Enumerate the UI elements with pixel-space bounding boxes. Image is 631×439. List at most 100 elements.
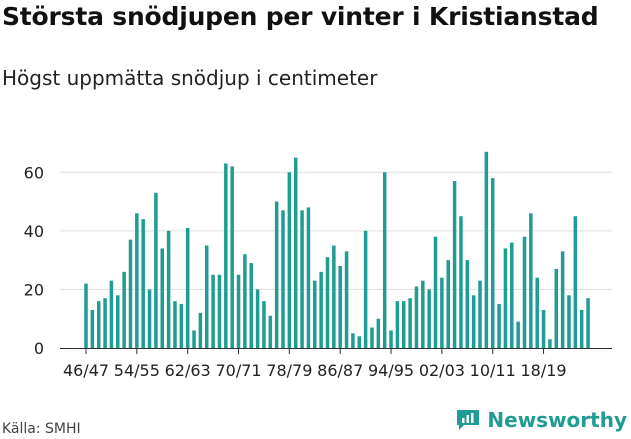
bar-84/85	[325, 257, 330, 348]
x-tick-label: 54/55	[114, 361, 160, 380]
bar-64/65	[198, 312, 203, 348]
bar-51/52	[116, 295, 120, 348]
bar-05/06	[459, 216, 463, 348]
brand-logo: Newsworthy	[455, 408, 627, 432]
bar-12/13	[503, 248, 508, 348]
bar-72/73	[249, 263, 253, 348]
bar-19/20	[548, 339, 552, 348]
bar-47/48	[90, 309, 95, 348]
bar-87/88	[344, 251, 349, 348]
bar-94/95	[389, 330, 393, 348]
y-axis-ticks: 0 20 40 60	[24, 163, 44, 358]
bar-49/50	[103, 298, 107, 348]
x-tick-label: 10/11	[470, 361, 516, 380]
bar-88/89	[351, 333, 355, 348]
x-tick-label: 62/63	[165, 361, 211, 380]
source-note: Källa: SMHI	[2, 421, 81, 437]
bar-85/86	[332, 245, 336, 348]
bar-82/83	[313, 280, 317, 348]
gridlines	[60, 171, 612, 290]
bar-65/66	[205, 245, 209, 348]
bar-50/51	[109, 280, 114, 348]
bar-02/03	[440, 277, 444, 348]
bar-74/75	[262, 301, 266, 348]
brand-name: Newsworthy	[487, 408, 627, 432]
y-tick-label: 40	[24, 222, 44, 241]
x-axis-ticks: 46/47 54/55 62/63 70/71 78/79 86/87 94/95 02/03…	[63, 348, 567, 380]
bar-53/54	[128, 239, 133, 348]
chart-subtitle: Högst uppmätta snödjup i centimeter	[2, 66, 378, 90]
bar-22/23	[567, 295, 571, 348]
bar-89/90	[357, 336, 362, 348]
bar-62/63	[185, 227, 190, 348]
x-tick-label: 02/03	[419, 361, 465, 380]
bar-92/93	[376, 318, 381, 348]
bar-13/14	[510, 242, 514, 348]
y-tick-label: 20	[24, 280, 44, 299]
bar-18/19	[541, 309, 546, 348]
bar-66/67	[211, 274, 215, 348]
bar-97/98	[408, 298, 412, 348]
chart-title: Största snödjupen per vinter i Kristians…	[2, 2, 599, 31]
bar-03/04	[446, 260, 450, 348]
bars	[84, 151, 590, 348]
bar-04/05	[452, 181, 457, 348]
bar-52/53	[122, 271, 126, 348]
bar-63/64	[192, 330, 196, 348]
x-tick-label: 86/87	[317, 361, 363, 380]
bar-67/68	[217, 274, 222, 348]
bar-10/11	[490, 178, 495, 348]
bar-46/47	[84, 283, 88, 348]
bar-91/92	[370, 327, 374, 348]
bar-93/94	[382, 172, 387, 348]
bar-99/00	[421, 280, 425, 348]
x-tick-label: 46/47	[63, 361, 109, 380]
bar-76/77	[274, 201, 279, 348]
x-tick-label: 18/19	[521, 361, 567, 380]
bar-79/80	[293, 157, 298, 348]
bar-06/07	[465, 260, 470, 348]
bar-78/79	[287, 172, 292, 348]
bar-00/01	[427, 289, 431, 348]
bar-77/78	[281, 210, 285, 348]
bar-75/76	[268, 315, 273, 348]
y-tick-label: 0	[34, 339, 44, 358]
bar-48/49	[96, 301, 101, 348]
bar-83/84	[319, 271, 323, 348]
bar-17/18	[535, 277, 539, 348]
bar-11/12	[497, 304, 501, 348]
bar-70/71	[236, 274, 241, 348]
bar-86/87	[338, 266, 342, 348]
bar-15/16	[522, 236, 527, 348]
bar-59/60	[166, 230, 171, 348]
bar-71/72	[243, 254, 247, 348]
bar-23/24	[573, 216, 578, 348]
bar-81/82	[306, 207, 311, 348]
bar-58/59	[160, 248, 165, 348]
bar-56/57	[147, 289, 152, 348]
bar-25/26	[586, 298, 590, 348]
bar-55/56	[141, 219, 145, 348]
x-tick-label: 78/79	[266, 361, 312, 380]
bar-61/62	[179, 304, 184, 348]
bar-90/91	[363, 230, 368, 348]
x-tick-label: 94/95	[368, 361, 414, 380]
bar-16/17	[529, 213, 533, 348]
newsworthy-logo-icon	[457, 410, 480, 430]
bar-60/61	[173, 301, 177, 348]
bar-01/02	[433, 236, 438, 348]
x-tick-label: 70/71	[215, 361, 261, 380]
bar-69/70	[230, 166, 234, 348]
bar-80/81	[300, 210, 304, 348]
bar-21/22	[560, 251, 565, 348]
bar-09/10	[484, 151, 489, 348]
bar-07/08	[471, 295, 476, 348]
bar-54/55	[135, 213, 139, 348]
bar-98/99	[414, 286, 419, 348]
bar-20/21	[554, 268, 559, 348]
bar-08/09	[478, 280, 482, 348]
y-tick-label: 60	[24, 163, 44, 182]
bar-73/74	[255, 289, 260, 348]
bar-95/96	[395, 301, 400, 348]
